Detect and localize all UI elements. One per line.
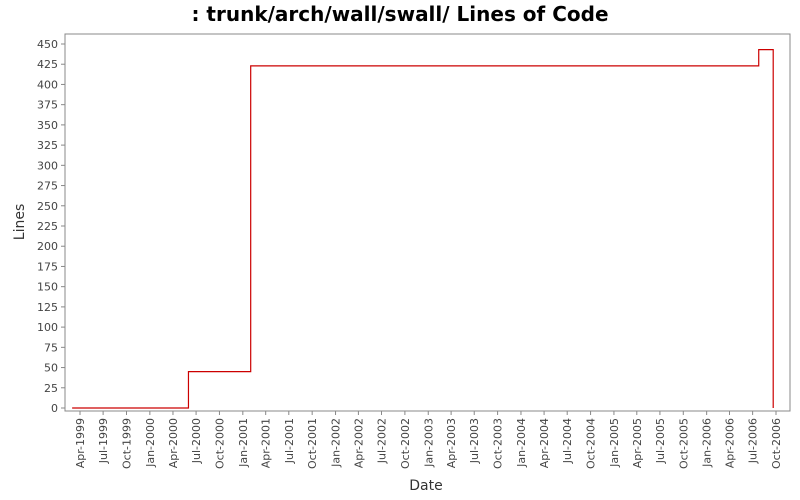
y-tick-label: 50 xyxy=(44,362,58,375)
x-tick-label: Apr-2002 xyxy=(352,418,365,468)
x-tick-label: Jul-2002 xyxy=(376,418,389,464)
y-tick-label: 25 xyxy=(44,382,58,395)
x-tick-label: Jan-2005 xyxy=(608,418,621,468)
x-tick-label: Jul-2004 xyxy=(561,418,574,464)
y-tick-label: 125 xyxy=(37,301,58,314)
plot-area xyxy=(64,33,791,412)
y-tick-label: 375 xyxy=(37,99,58,112)
x-tick-label: Jan-2006 xyxy=(701,418,714,468)
y-tick-label: 425 xyxy=(37,58,58,71)
y-tick-label: 350 xyxy=(37,119,58,132)
x-tick-label: Jul-2000 xyxy=(190,418,203,464)
y-tick-label: 300 xyxy=(37,159,58,172)
y-tick-label: 325 xyxy=(37,139,58,152)
y-axis: 0 25 50 75 100 125 150 175 200 225 250 275 300 325 350… xyxy=(37,38,65,415)
x-tick-label: Jul-2005 xyxy=(654,418,667,464)
y-tick-label: 275 xyxy=(37,180,58,193)
x-axis: Apr-1999 Jul-1999 Oct-1999 Jan-2000 Apr-2000… xyxy=(74,411,783,469)
x-tick-label: Jul-2001 xyxy=(283,418,296,464)
x-tick-label: Apr-2003 xyxy=(445,418,458,468)
chart-title: : trunk/arch/wall/swall/ Lines of Code xyxy=(191,2,608,26)
x-tick-label: Oct-2005 xyxy=(677,418,690,469)
y-tick-label: 75 xyxy=(44,341,58,354)
x-axis-title: Date xyxy=(409,478,442,494)
x-tick-label: Oct-2002 xyxy=(399,418,412,469)
y-tick-label: 100 xyxy=(37,321,58,334)
y-tick-label: 250 xyxy=(37,200,58,213)
y-tick-label: 400 xyxy=(37,78,58,91)
x-tick-label: Jul-2006 xyxy=(747,418,760,464)
y-tick-label: 0 xyxy=(51,402,58,415)
x-tick-label: Jan-2001 xyxy=(237,418,250,468)
x-tick-label: Oct-2003 xyxy=(492,418,505,469)
series-group xyxy=(72,49,774,409)
y-tick-label: 450 xyxy=(37,38,58,51)
x-tick-label: Oct-2006 xyxy=(770,418,783,469)
x-tick-label: Apr-2001 xyxy=(260,418,273,468)
y-tick-label: 225 xyxy=(37,220,58,233)
x-tick-label: Oct-2004 xyxy=(585,418,598,469)
x-tick-label: Jan-2000 xyxy=(144,418,157,468)
x-tick-label: Apr-2006 xyxy=(724,418,737,468)
y-tick-label: 200 xyxy=(37,240,58,253)
x-tick-label: Jul-1999 xyxy=(97,418,110,464)
x-tick-label: Apr-1999 xyxy=(74,418,87,468)
x-tick-label: Jul-2003 xyxy=(468,418,481,464)
x-tick-label: Apr-2000 xyxy=(167,418,180,468)
x-tick-label: Oct-1999 xyxy=(120,418,133,469)
x-tick-label: Apr-2005 xyxy=(631,418,644,468)
y-tick-label: 150 xyxy=(37,281,58,294)
x-tick-label: Apr-2004 xyxy=(538,418,551,468)
x-tick-label: Oct-2000 xyxy=(213,418,226,469)
x-tick-label: Jan-2004 xyxy=(515,418,528,468)
y-tick-label: 175 xyxy=(37,260,58,273)
y-axis-title: Lines xyxy=(12,204,28,240)
x-tick-label: Oct-2001 xyxy=(306,418,319,469)
x-tick-label: Jan-2003 xyxy=(422,418,435,468)
x-tick-label: Jan-2002 xyxy=(330,418,343,468)
